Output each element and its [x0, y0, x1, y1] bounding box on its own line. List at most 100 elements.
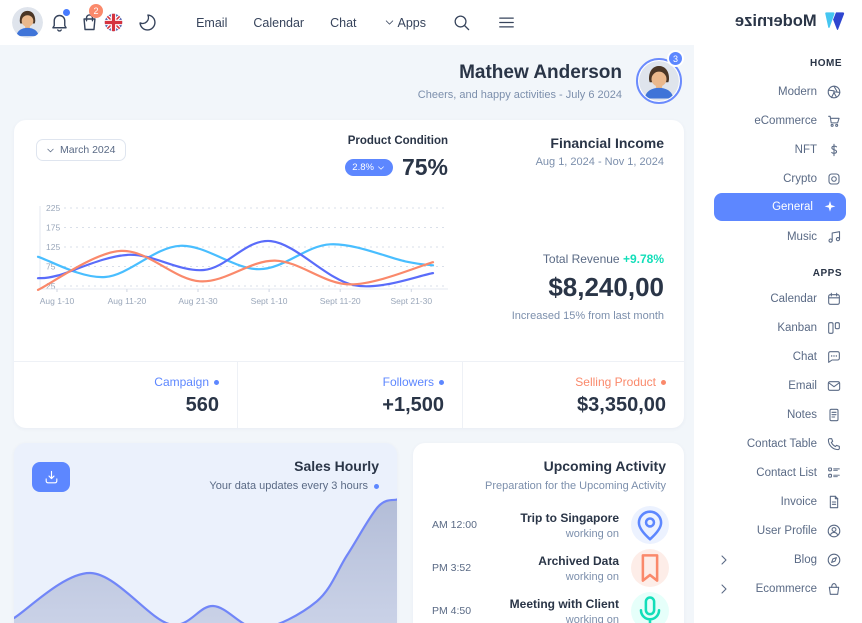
uk-flag-icon [104, 13, 123, 32]
hamburger-icon [497, 13, 516, 32]
nav-email[interactable]: Email [196, 15, 228, 30]
activity-row-meeting[interactable]: PM 4:50 Meeting with Client working on [413, 588, 684, 623]
sidebar-item-ecommerce-app[interactable]: Ecommerce [694, 574, 862, 603]
sidebar-item-invoice[interactable]: Invoice [694, 487, 862, 516]
calendar-icon [826, 291, 842, 307]
svg-text:25: 25 [46, 281, 56, 291]
income-line-chart: 225 175 125 75 25 Aug 1-10 Aug 11-20 Aug 21-30 S… [36, 203, 448, 306]
user-avatar-button[interactable] [12, 7, 43, 38]
aperture-icon [826, 84, 842, 100]
nav-chat[interactable]: Chat [330, 15, 357, 30]
search-button[interactable] [452, 13, 471, 32]
microphone-icon [631, 592, 669, 623]
stat-followers-value: +1,500 [382, 394, 444, 416]
activity-row-trip[interactable]: AM 12:00 Trip to Singapore working on [413, 502, 684, 548]
chevron-down-icon [45, 145, 56, 156]
revenue-note: Increased 15% from last month [511, 310, 664, 322]
svg-text:225: 225 [46, 203, 60, 213]
dollar-icon [826, 142, 842, 158]
avatar-icon [639, 61, 679, 101]
sidebar-item-blog[interactable]: Blog [694, 545, 862, 574]
product-condition-label: Product Condition [347, 135, 448, 147]
sidebar-item-crypto[interactable]: Crypto [694, 164, 862, 193]
sidebar-section-apps: APPS [812, 268, 842, 279]
phone-icon [826, 436, 842, 452]
svg-text:Aug 21-30: Aug 21-30 [178, 296, 217, 306]
cart-icon [826, 113, 842, 129]
page-header: Mathew Anderson Cheers, and happy activi… [418, 62, 622, 101]
svg-text:Aug 1-10: Aug 1-10 [40, 296, 75, 306]
sidebar-item-contact-list[interactable]: Contact List [694, 458, 862, 487]
sidebar-item-nft[interactable]: NFT [694, 135, 862, 164]
activity-row-archived[interactable]: PM 3:52 Archived Data working on [413, 545, 684, 591]
sidebar-item-user-profile[interactable]: User Profile [694, 516, 862, 545]
nav-apps-dropdown[interactable]: Apps [383, 16, 426, 30]
stat-campaign: Campaign 560 [14, 362, 237, 428]
notifications-button[interactable] [49, 12, 70, 33]
activity-subtitle: Preparation for the Upcoming Activity [485, 480, 666, 492]
sidebar-item-chat[interactable]: Chat [694, 342, 862, 371]
financial-income-head: Financial Income Aug 1, 2024 - Nov 1, 20… [536, 135, 664, 168]
cart-badge: 2 [89, 4, 103, 18]
sidebar-item-notes[interactable]: Notes [694, 400, 862, 429]
notification-dot [63, 9, 70, 16]
svg-text:75: 75 [46, 262, 56, 272]
stats-row: Campaign 560 Followers +1,500 Selling Pr… [14, 361, 684, 428]
sidebar-item-contact-table[interactable]: Contact Table [694, 429, 862, 458]
sidebar-item-modern[interactable]: Modern [694, 77, 862, 106]
svg-text:125: 125 [46, 242, 60, 252]
mail-icon [826, 378, 842, 394]
topbar: 2 Email Calendar Chat Apps [0, 0, 694, 45]
sidebar-item-general[interactable]: General [714, 193, 846, 221]
stat-dot [214, 379, 219, 385]
search-icon [452, 13, 471, 32]
stat-selling-product: Selling Product $3,350,00 [462, 362, 684, 428]
brand-logo[interactable]: Modernize [735, 9, 848, 34]
financial-income-range: Aug 1, 2024 - Nov 1, 2024 [535, 156, 664, 168]
sales-hourly-title: Sales Hourly [294, 458, 379, 474]
menu-button[interactable] [497, 13, 516, 32]
product-condition-block: Product Condition 2.8% 75% [345, 135, 448, 181]
stat-selling-product-label: Selling Product [575, 375, 656, 389]
brand-mark-icon [823, 9, 848, 34]
sidebar-item-calendar[interactable]: Calendar [694, 284, 862, 313]
svg-text:175: 175 [46, 223, 60, 233]
svg-text:Sept 11-20: Sept 11-20 [320, 296, 361, 306]
basket-icon [826, 581, 842, 597]
blog-icon [826, 552, 842, 568]
bell-icon [49, 12, 70, 33]
moon-icon [137, 12, 158, 33]
nav-calendar[interactable]: Calendar [253, 15, 305, 30]
product-condition-value: 75% [401, 154, 448, 180]
chat-icon [826, 349, 842, 365]
sidebar-item-ecommerce[interactable]: eCommerce [694, 106, 862, 135]
stat-followers: Followers +1,500 [237, 362, 462, 428]
brand-name: Modernize [735, 12, 817, 30]
sidebar-section-home: HOME [810, 58, 842, 69]
download-button[interactable] [32, 462, 70, 492]
sidebar-item-music[interactable]: Music [694, 222, 862, 251]
chevron-down-icon [376, 163, 386, 173]
sidebar-item-email[interactable]: Email [694, 371, 862, 400]
theme-toggle-button[interactable] [137, 12, 158, 33]
period-select-button[interactable]: March 2024 [36, 139, 127, 161]
language-button[interactable] [104, 13, 123, 32]
top-navigation: Email Calendar Chat Apps [196, 0, 516, 45]
sales-hourly-subtitle: Your data updates every 3 hours [209, 480, 368, 492]
sparkle-icon [822, 199, 838, 215]
download-icon [43, 469, 60, 486]
coin-icon [826, 171, 842, 187]
chevron-right-icon [716, 552, 732, 568]
sidebar: Modernize HOME Modern eCommerce NFT Cryp… [694, 0, 862, 623]
revenue-delta: +9.78% [622, 252, 664, 266]
revenue-value: $8,240,00 [548, 272, 664, 302]
stat-campaign-label: Campaign [154, 375, 209, 389]
product-condition-change-pill[interactable]: 2.8% [345, 159, 393, 176]
user-circle-icon [826, 523, 842, 539]
sidebar-item-kanban[interactable]: Kanban [694, 313, 862, 342]
music-icon [826, 229, 842, 245]
user-greeting: Cheers, and happy activities - July 6 20… [417, 89, 622, 101]
stat-dot [439, 379, 444, 385]
stat-dot [661, 379, 666, 385]
